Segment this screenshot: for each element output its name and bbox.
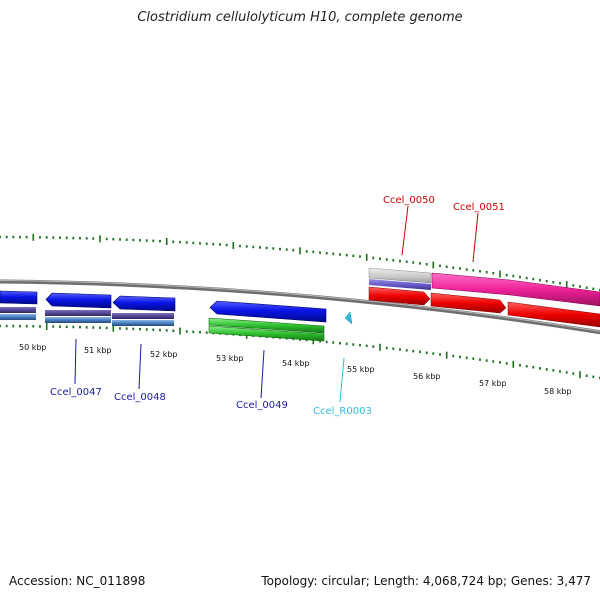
scale-label-54kbp: 54 kbp <box>282 359 310 368</box>
gene-feature-ccel-0050-gray[interactable] <box>368 267 432 284</box>
gene-label-ccel-r0003[interactable]: Ccel_R0003 <box>313 406 372 417</box>
gene-feature-left-edge[interactable] <box>0 290 38 305</box>
leader-ccel-0047 <box>74 338 77 385</box>
gene-track-ccel-0048-b <box>112 320 174 326</box>
scale-label-51kbp: 51 kbp <box>84 346 112 355</box>
gene-track-left-edge-a <box>0 307 36 313</box>
gene-track-ccel-0047-b <box>45 317 111 323</box>
scale-label-53kbp: 53 kbp <box>216 354 244 363</box>
gene-feature-ccel-0049[interactable] <box>209 300 327 323</box>
gene-track-ccel-0047-a <box>45 310 111 316</box>
gene-label-ccel-0051[interactable]: Ccel_0051 <box>453 202 505 213</box>
gene-label-ccel-0047[interactable]: Ccel_0047 <box>50 387 102 398</box>
gene-feature-ccel-0052-red[interactable] <box>507 301 600 328</box>
genome-title: Clostridium cellulolyticum H10, complete… <box>137 10 463 25</box>
gene-label-ccel-0048[interactable]: Ccel_0048 <box>114 392 166 403</box>
leader-ccel-0048 <box>138 343 142 390</box>
gene-label-ccel-0049[interactable]: Ccel_0049 <box>236 400 288 411</box>
gene-feature-ccel-0050-red[interactable] <box>368 286 431 306</box>
leader-ccel-0050 <box>401 205 409 256</box>
outer-tick-row <box>0 233 600 292</box>
leader-ccel-0051 <box>472 212 479 263</box>
scale-label-57kbp: 57 kbp <box>479 379 507 388</box>
gene-label-ccel-0050[interactable]: Ccel_0050 <box>383 195 435 206</box>
scale-label-55kbp: 55 kbp <box>347 365 375 374</box>
genome-backbone-highlight <box>0 280 600 332</box>
rna-feature-ccel-0049-green[interactable] <box>208 317 325 334</box>
gene-feature-ccel-0051-red[interactable] <box>430 292 507 314</box>
trna-feature-ccel-r0003[interactable] <box>344 311 353 325</box>
gene-track-ccel-0048-a <box>112 313 174 319</box>
genome-backbone <box>0 279 600 335</box>
gene-feature-ccel-0047[interactable] <box>45 292 112 309</box>
genome-summary-text: Topology: circular; Length: 4,068,724 bp… <box>261 574 591 588</box>
scale-label-56kbp: 56 kbp <box>413 372 441 381</box>
scale-label-52kbp: 52 kbp <box>150 350 178 359</box>
leader-ccel-r0003 <box>339 357 345 403</box>
gene-feature-ccel-0048[interactable] <box>112 295 176 312</box>
leader-ccel-0049 <box>260 349 265 399</box>
scale-label-58kbp: 58 kbp <box>544 387 572 396</box>
gene-feature-ccel-0051-pink[interactable] <box>431 272 600 307</box>
gene-track-ccel-0050-purple <box>369 279 431 290</box>
rna-track-ccel-0049-green-b <box>208 325 325 342</box>
scale-label-50kbp: 50 kbp <box>19 343 47 352</box>
gene-track-left-edge-b <box>0 314 36 320</box>
accession-text: Accession: NC_011898 <box>9 574 146 588</box>
